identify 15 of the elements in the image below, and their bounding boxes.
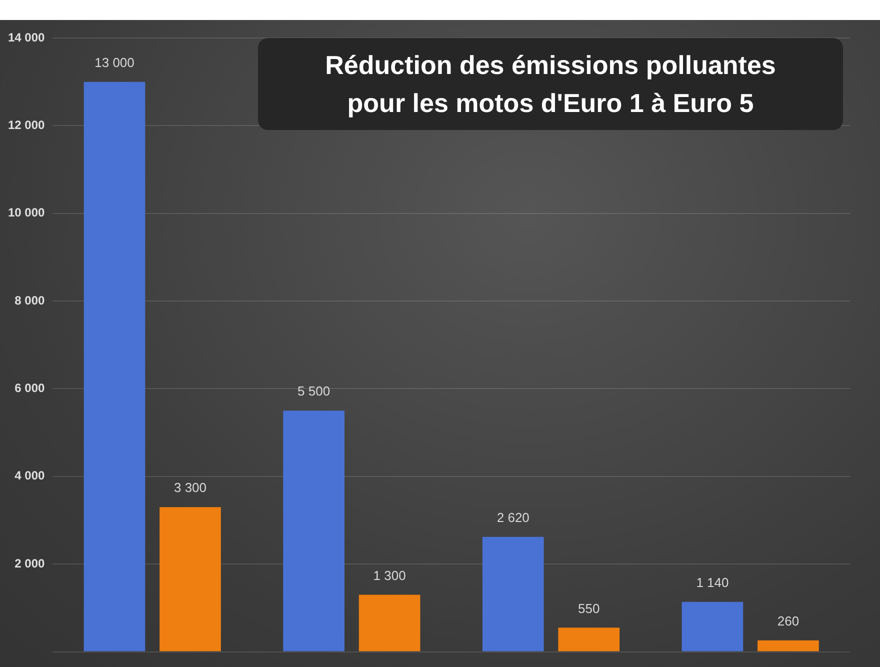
data-label: 2 620 (496, 510, 530, 526)
data-label: 1 300 (373, 568, 406, 583)
y-tick-label: 8 000 (14, 293, 46, 308)
data-label: 3 300 (174, 480, 207, 496)
y-tick-label: 4 000 (14, 468, 46, 483)
y-tick-label: 10 000 (8, 206, 46, 220)
data-label: 1 140 (696, 574, 729, 590)
data-label: 5 500 (298, 384, 330, 399)
y-tick-label: 12 000 (8, 118, 46, 132)
y-tick-label: 14 000 (8, 30, 46, 44)
y-tick-label: 2 000 (14, 556, 46, 570)
data-label: 550 (578, 600, 600, 616)
y-tick-label: 6 000 (14, 381, 46, 396)
data-label: 13 000 (94, 54, 134, 70)
data-label: 260 (777, 613, 800, 628)
